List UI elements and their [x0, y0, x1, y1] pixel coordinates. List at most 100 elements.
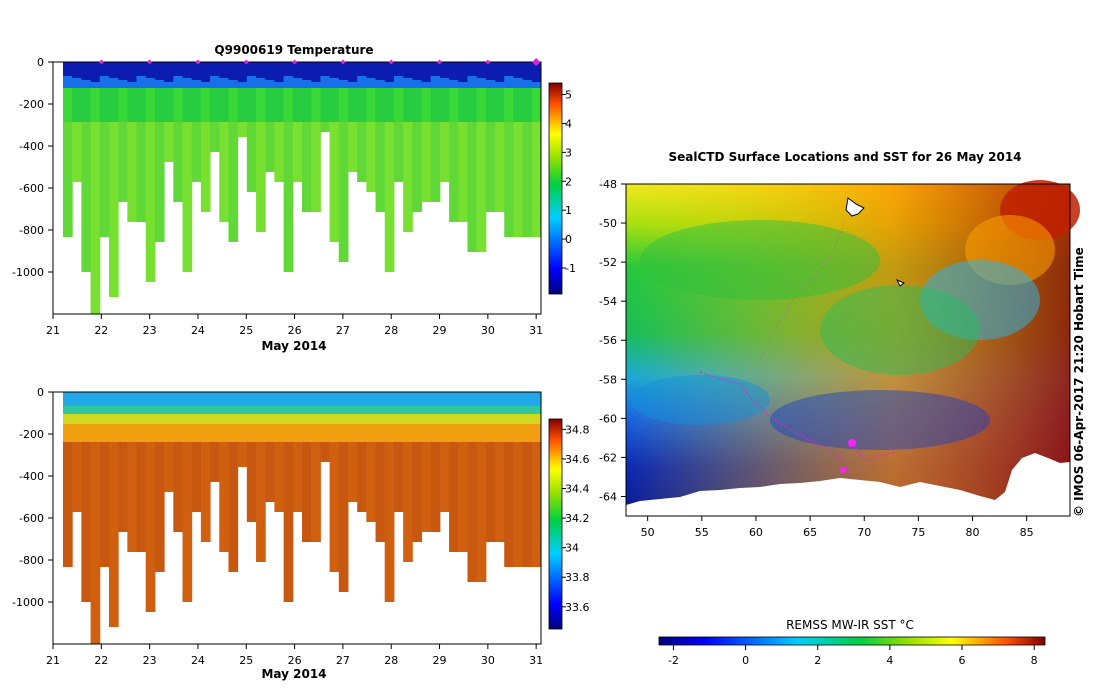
profile-column [145, 62, 156, 282]
profile-marker [340, 59, 346, 65]
profile-column [467, 392, 478, 582]
seal-track [759, 219, 846, 361]
profile-column [485, 62, 496, 212]
profile-marker [437, 59, 443, 65]
profile-column [393, 392, 404, 512]
temperature-y-ticks: 0 -200 -400 -600 -800 -1000 [12, 56, 53, 279]
island-heard [895, 279, 905, 287]
profile-column [504, 392, 514, 567]
x-tick-label: 24 [191, 324, 205, 337]
map-x-tick-label: 65 [803, 526, 817, 539]
profile-column [320, 62, 331, 132]
sst-colorbar [658, 636, 1046, 646]
sst-colorbar-tick-label: 2 [814, 654, 821, 667]
map-x-tick-label: 70 [857, 526, 871, 539]
colorbar-tick-label: 4 [565, 117, 572, 130]
profile-column [173, 392, 183, 532]
profile-column [283, 392, 294, 602]
profile-markers [98, 58, 541, 66]
profile-column [219, 392, 229, 552]
profile-column [311, 392, 321, 542]
profile-column [302, 62, 312, 212]
profile-column [531, 62, 542, 237]
colorbar-tick-label: 1 [565, 204, 572, 217]
y-tick-label: -1000 [12, 266, 44, 279]
profile-column [430, 62, 441, 202]
temperature-section-fill [63, 62, 542, 314]
profile-column [127, 62, 138, 222]
profile-column [393, 62, 404, 182]
profile-column [210, 392, 220, 482]
profile-column [256, 62, 266, 232]
profile-column [338, 392, 349, 592]
sst-colorbar-tick-label: 4 [886, 654, 893, 667]
sst-colorbar-tick-label: 8 [1031, 654, 1038, 667]
map-y-tick-label: -58 [599, 373, 617, 386]
profile-column [513, 392, 524, 567]
temperature-colorbar-ticks: 5 4 3 2 1 0 -1 [562, 89, 576, 275]
profile-column [265, 392, 275, 502]
x-tick-label: 31 [529, 324, 543, 337]
sst-map-x-ticks: 50 55 60 65 70 75 80 85 [641, 516, 1034, 539]
profile-column [237, 62, 248, 137]
profile-column [136, 392, 147, 552]
seal-tracks [699, 197, 905, 479]
profile-column [108, 62, 119, 297]
profile-column [458, 62, 468, 222]
map-x-tick-label: 85 [1020, 526, 1034, 539]
x-tick-label: 25 [239, 324, 253, 337]
profile-column [357, 392, 367, 512]
x-tick-label: 21 [46, 324, 60, 337]
salinity-x-ticks: 21 22 23 24 25 26 27 28 29 30 31 [46, 644, 543, 667]
profile-column [513, 62, 524, 237]
x-tick-label: 30 [481, 324, 495, 337]
profile-column [384, 392, 395, 602]
profile-marker [147, 59, 153, 65]
colorbar-tick-label: 3 [565, 146, 572, 159]
seal-location [840, 467, 846, 473]
y-tick-label: 0 [37, 386, 44, 399]
seal-track [851, 439, 896, 461]
colorbar-tick-label: 5 [565, 89, 572, 102]
profile-column [265, 62, 275, 172]
profile-column [283, 62, 294, 272]
profile-column [366, 62, 377, 192]
profile-marker [292, 59, 298, 65]
x-tick-label: 31 [529, 654, 543, 667]
colorbar-tick-label: 33.6 [565, 601, 590, 614]
profile-column [191, 62, 202, 182]
y-tick-label: -600 [19, 512, 44, 525]
x-tick-label: 30 [481, 654, 495, 667]
profile-column [200, 62, 211, 212]
profile-column [439, 392, 450, 512]
x-tick-label: 23 [143, 324, 157, 337]
profile-column [531, 392, 542, 567]
x-tick-label: 28 [384, 654, 398, 667]
map-y-tick-label: -52 [599, 256, 617, 269]
profile-column [72, 392, 82, 512]
x-tick-label: 26 [288, 654, 302, 667]
profile-column [302, 392, 312, 542]
profile-column [72, 62, 82, 182]
profile-column [485, 392, 496, 542]
seal-location [848, 439, 856, 447]
profile-column [522, 392, 533, 567]
profile-column [421, 392, 432, 532]
profile-column [375, 392, 386, 542]
profile-column [182, 62, 193, 272]
temperature-panel: Q9900619 Temperature 21 22 23 24 25 26 27 28 29 3… [12, 43, 576, 353]
profile-column [366, 392, 377, 522]
profile-column [403, 62, 413, 232]
salinity-xlabel: May 2014 [261, 667, 326, 681]
profile-column [219, 62, 229, 222]
profile-column [421, 62, 432, 202]
sst-field [626, 180, 1080, 516]
profile-column [495, 392, 505, 542]
y-tick-label: -200 [19, 98, 44, 111]
profile-column [329, 62, 340, 242]
map-x-tick-label: 80 [966, 526, 980, 539]
map-x-tick-label: 75 [911, 526, 925, 539]
map-y-tick-label: -62 [599, 451, 617, 464]
credit-text: © IMOS 06-Apr-2017 21:20 Hobart Time [1072, 247, 1086, 517]
profile-column [274, 62, 285, 182]
